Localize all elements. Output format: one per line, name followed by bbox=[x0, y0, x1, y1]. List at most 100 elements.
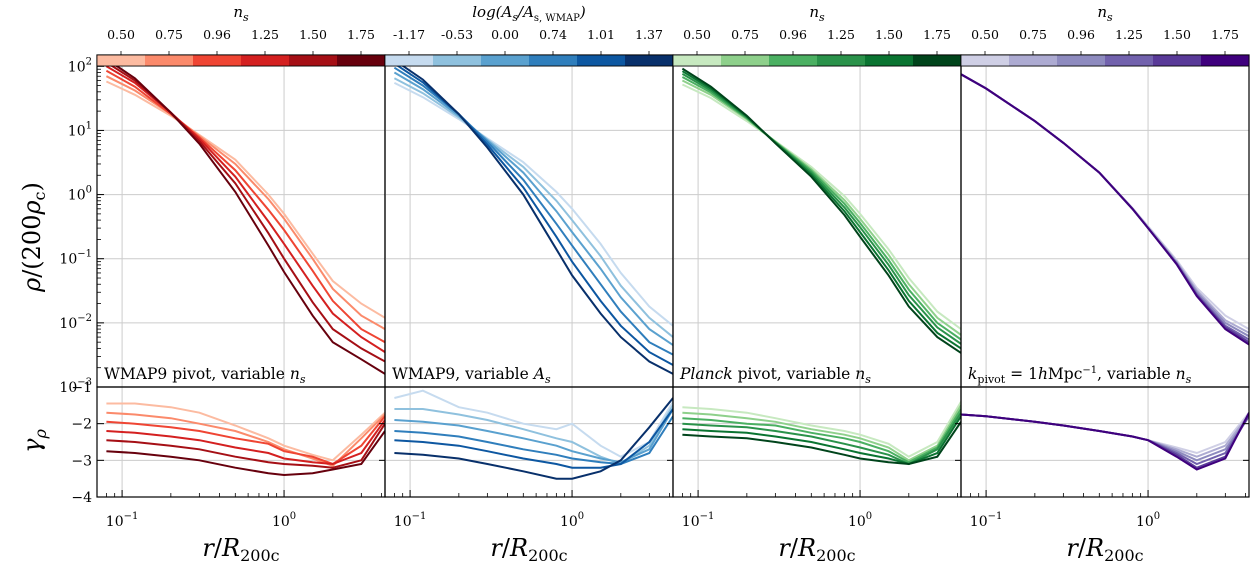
curve-group bbox=[105, 58, 385, 477]
colorbar-swatch bbox=[577, 55, 626, 66]
colorbar-tick-label: 1.50 bbox=[299, 27, 327, 42]
colorbar-label: ns bbox=[809, 3, 825, 24]
colorbar-swatch bbox=[769, 55, 818, 66]
slope-curve bbox=[682, 415, 961, 466]
slope-curve bbox=[394, 389, 673, 458]
slope-curve bbox=[682, 404, 961, 462]
top-axes-frame bbox=[96, 54, 386, 388]
y-tick-label-bottom: −2 bbox=[71, 417, 92, 433]
x-tick-label: 10−1 bbox=[970, 511, 1003, 530]
x-tick-label: 100 bbox=[848, 511, 872, 530]
curve-group bbox=[393, 59, 673, 480]
slope-curve bbox=[394, 408, 673, 469]
colorbar-swatch bbox=[289, 55, 338, 66]
panel-3: 10−1 100 r/R200c 0.50 0.75 0.96 1.25 1.50 1.75 ns… bbox=[672, 3, 962, 565]
colorbar-swatch bbox=[961, 55, 1010, 66]
colorbar-tick-label: 0.50 bbox=[107, 27, 135, 42]
colorbar-swatch bbox=[529, 55, 578, 66]
density-curve bbox=[105, 61, 385, 363]
colorbar-tick-label: 0.96 bbox=[203, 27, 231, 42]
colorbar-tick-label: 1.37 bbox=[635, 27, 663, 42]
colorbar-tick-label: 1.25 bbox=[1115, 27, 1143, 42]
y-tick-label-bottom: −3 bbox=[71, 453, 92, 469]
colorbar-tick-label: 1.75 bbox=[923, 27, 951, 42]
panel-annotation: Planck pivot, variable ns bbox=[679, 365, 871, 386]
colorbar-swatch bbox=[193, 55, 242, 66]
density-curve bbox=[105, 58, 385, 375]
curve-group bbox=[681, 67, 961, 466]
panel-annotation: kpivot = 1hMpc−1, variable ns bbox=[968, 365, 1192, 386]
slope-curve bbox=[106, 423, 385, 469]
density-curve bbox=[961, 73, 1249, 346]
y-tick-label-top: 10−1 bbox=[59, 249, 92, 268]
colorbar-tick-label: -0.53 bbox=[441, 27, 473, 42]
colorbar-tick-label: 1.75 bbox=[347, 27, 375, 42]
colorbar-tick-label: 1.50 bbox=[875, 27, 903, 42]
colorbar-swatch bbox=[721, 55, 770, 66]
colorbar-swatch bbox=[1153, 55, 1202, 66]
colorbar-label: log(As/As, WMAP) bbox=[472, 3, 586, 24]
slope-curve bbox=[961, 412, 1249, 471]
colorbar-tick-label: 0.75 bbox=[1019, 27, 1047, 42]
slope-curve bbox=[682, 401, 961, 458]
colorbar-tick-label: 0.75 bbox=[155, 27, 183, 42]
density-curve bbox=[961, 73, 1249, 334]
colorbar-frame bbox=[960, 54, 1250, 67]
density-curve bbox=[105, 75, 385, 330]
colorbar-swatch bbox=[1105, 55, 1154, 66]
x-axis-label: r/R200c bbox=[1066, 534, 1143, 565]
colorbar-swatch bbox=[1009, 55, 1058, 66]
slope-curve bbox=[394, 408, 673, 464]
colorbar-swatch bbox=[97, 55, 146, 66]
colorbar-swatch bbox=[433, 55, 482, 66]
x-axis-label: r/R200c bbox=[202, 534, 279, 565]
top-axes-frame bbox=[960, 54, 1250, 388]
panel-4: 10−1 100 r/R200c 0.50 0.75 0.96 1.25 1.50 1.75 ns… bbox=[960, 3, 1250, 565]
slope-curve bbox=[106, 411, 385, 467]
density-curve bbox=[681, 83, 961, 330]
slope-curve bbox=[106, 419, 385, 466]
panel-annotation: WMAP9, variable As bbox=[392, 365, 551, 386]
colorbar-swatch bbox=[625, 55, 674, 66]
colorbar-swatch bbox=[817, 55, 866, 66]
y-tick-label-bottom: −1 bbox=[71, 380, 92, 396]
slope-curve bbox=[682, 421, 961, 466]
colorbar-tick-label: 0.75 bbox=[731, 27, 759, 42]
y-tick-label-top: 10−3 bbox=[59, 377, 92, 396]
top-axes-frame bbox=[384, 54, 674, 388]
y-tick-label-top: 102 bbox=[68, 56, 92, 75]
top-axes-frame bbox=[672, 54, 962, 388]
density-curve bbox=[105, 69, 385, 344]
slope-curve bbox=[682, 412, 961, 466]
colorbar-tick-label: 0.96 bbox=[779, 27, 807, 42]
colorbar-tick-label: 0.50 bbox=[683, 27, 711, 42]
slope-curve bbox=[682, 408, 961, 464]
colorbar-swatch bbox=[337, 55, 386, 66]
x-tick-label: 10−1 bbox=[394, 511, 427, 530]
bottom-axes-frame bbox=[960, 386, 1250, 498]
y-tick-label-top: 10−2 bbox=[59, 313, 92, 332]
slope-curve bbox=[394, 415, 673, 466]
y-tick-label-top: 100 bbox=[68, 185, 92, 204]
density-curve bbox=[681, 73, 961, 345]
colorbar-swatch bbox=[673, 55, 722, 66]
colorbar-swatch bbox=[1057, 55, 1106, 66]
colorbar-tick-label: 0.96 bbox=[1067, 27, 1095, 42]
x-tick-label: 10−1 bbox=[106, 511, 139, 530]
density-curve bbox=[393, 71, 673, 346]
colorbar-swatch bbox=[145, 55, 194, 66]
colorbar-swatch bbox=[241, 55, 290, 66]
density-curve bbox=[393, 77, 673, 338]
colorbar-label: ns bbox=[1097, 3, 1113, 24]
slope-curve bbox=[106, 402, 385, 462]
density-curve bbox=[681, 76, 961, 341]
y-axis-label-density: ρ/(200ρc) bbox=[18, 182, 49, 293]
y-tick-label-bottom: −4 bbox=[71, 490, 92, 506]
colorbar-swatch bbox=[1201, 55, 1250, 66]
curve-group bbox=[961, 73, 1249, 471]
y-axis-ticks: 10−3 10−2 10−1 100 101 102 −4 −3 −2 −1 bbox=[59, 56, 1249, 506]
x-axis-label: r/R200c bbox=[490, 534, 567, 565]
colorbar-swatch bbox=[385, 55, 434, 66]
colorbar-swatch bbox=[865, 55, 914, 66]
